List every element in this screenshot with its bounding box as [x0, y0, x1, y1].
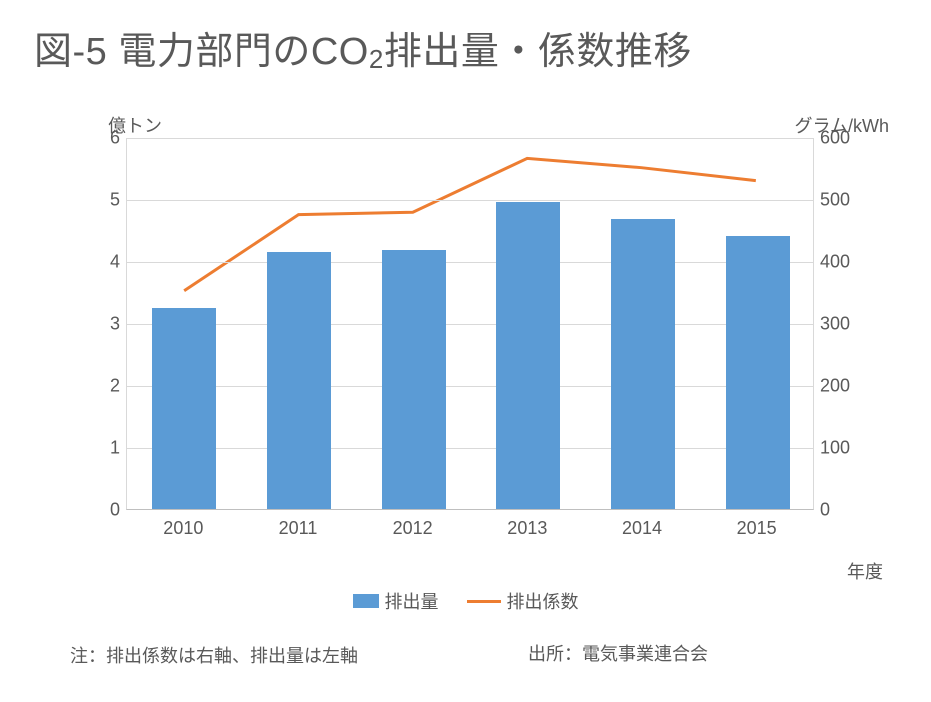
y2-tick: 600	[820, 128, 866, 149]
legend-item-bar: 排出量	[353, 588, 439, 614]
grid-line	[127, 324, 813, 325]
bar	[611, 219, 675, 509]
grid-line	[127, 138, 813, 139]
bar	[382, 250, 446, 509]
legend: 排出量 排出係数	[0, 588, 931, 614]
y2-tick: 500	[820, 190, 866, 211]
y2-tick: 400	[820, 252, 866, 273]
legend-line-label: 排出係数	[507, 588, 579, 614]
source-label: 出所：電気事業連合会	[528, 640, 708, 666]
grid-line	[127, 386, 813, 387]
y1-tick: 5	[90, 190, 120, 211]
grid-line	[127, 262, 813, 263]
y2-tick: 100	[820, 438, 866, 459]
y1-tick: 6	[90, 128, 120, 149]
x-tick: 2014	[622, 518, 662, 539]
footnote: 注：排出係数は右軸、排出量は左軸	[70, 642, 358, 668]
x-tick: 2010	[163, 518, 203, 539]
x-tick: 2011	[279, 518, 318, 539]
bar-swatch-icon	[353, 594, 379, 608]
chart-area: 0123456010020030040050060020102011201220…	[74, 138, 866, 538]
y1-tick: 0	[90, 500, 120, 521]
x-tick: 2013	[507, 518, 547, 539]
y2-tick: 300	[820, 314, 866, 335]
y2-tick: 0	[820, 500, 866, 521]
plot-region	[126, 138, 814, 510]
legend-item-line: 排出係数	[467, 588, 579, 614]
y1-tick: 1	[90, 438, 120, 459]
bar	[152, 308, 216, 510]
bar	[267, 252, 331, 509]
bar	[496, 202, 560, 509]
x-tick: 2015	[737, 518, 777, 539]
y1-tick: 4	[90, 252, 120, 273]
line-swatch-icon	[467, 600, 501, 603]
y2-tick: 200	[820, 376, 866, 397]
y1-tick: 2	[90, 376, 120, 397]
grid-line	[127, 448, 813, 449]
x-axis-label: 年度	[847, 558, 883, 584]
legend-bar-label: 排出量	[385, 588, 439, 614]
y1-tick: 3	[90, 314, 120, 335]
chart-title: 図-5 電力部門のCO2排出量・係数推移	[34, 20, 692, 75]
grid-line	[127, 200, 813, 201]
x-tick: 2012	[393, 518, 433, 539]
bar	[726, 236, 790, 509]
